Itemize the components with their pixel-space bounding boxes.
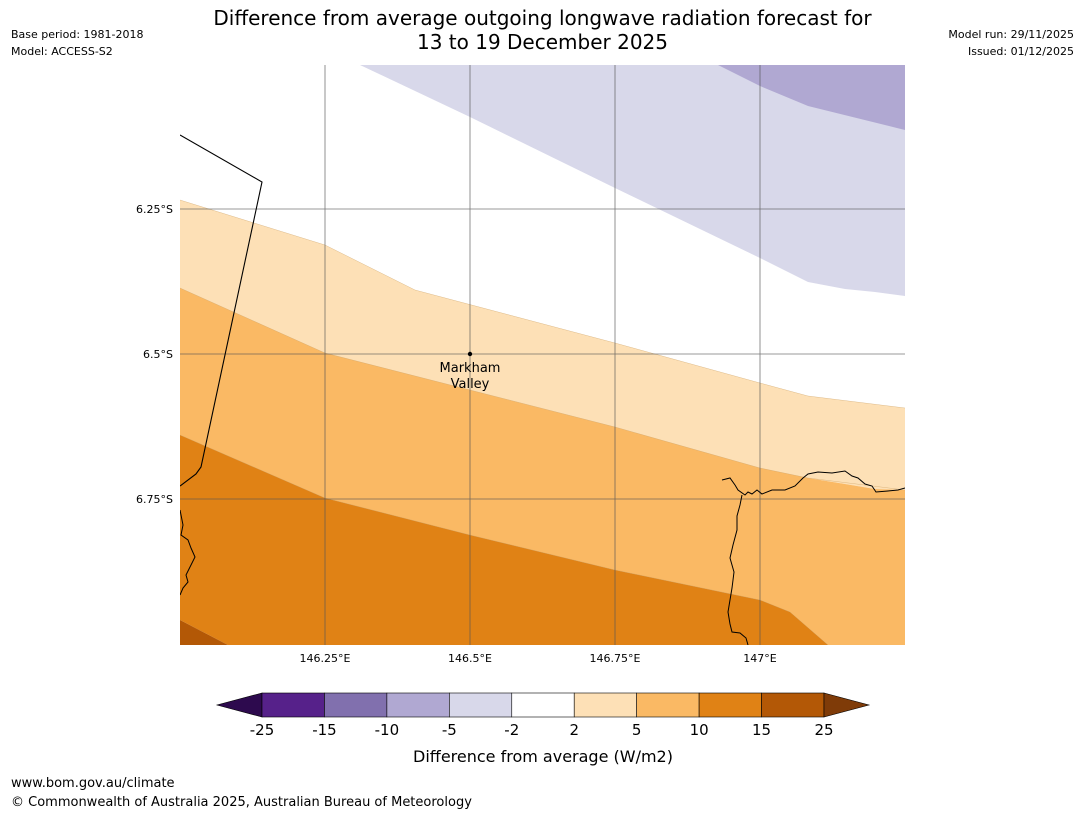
band-2-5 bbox=[180, 200, 905, 490]
river-line bbox=[727, 494, 749, 645]
band-5-10 bbox=[180, 288, 905, 645]
colorbar-ticks: -25 -15 -10 -5 -2 2 5 10 15 25 bbox=[250, 721, 834, 739]
footer-copyright: © Commonwealth of Australia 2025, Austra… bbox=[11, 795, 472, 810]
colorbar-tick-label: -15 bbox=[312, 721, 337, 739]
chart-title: Difference from average outgoing longwav… bbox=[0, 6, 1085, 54]
issued-date: Issued: 01/12/2025 bbox=[967, 45, 1074, 58]
place-name-line1: Markham bbox=[440, 361, 501, 376]
lon-label: 146.25°E bbox=[300, 652, 351, 665]
meta-left: Base period: 1981-2018 Model: ACCESS-S2 bbox=[11, 26, 143, 60]
colorbar-tick-label: -25 bbox=[250, 721, 275, 739]
band-minus2-minus5 bbox=[360, 65, 905, 296]
colorbar-extend-low bbox=[215, 692, 263, 718]
title-line-1: Difference from average outgoing longwav… bbox=[213, 6, 872, 30]
colorbar-segment bbox=[636, 692, 700, 718]
colorbar-tick-label: 15 bbox=[752, 721, 771, 739]
colorbar-tick-label: -2 bbox=[504, 721, 519, 739]
colorbar-extend-high bbox=[823, 692, 871, 718]
lon-label: 147°E bbox=[743, 652, 776, 665]
colorbar-title: Difference from average (W/m2) bbox=[413, 747, 673, 766]
colorbar-segment bbox=[573, 692, 637, 718]
colorbar-tick-label: 10 bbox=[690, 721, 709, 739]
colorbar-segment bbox=[449, 692, 513, 718]
lat-label: 6.75°S bbox=[136, 493, 173, 506]
colorbar-segment bbox=[386, 692, 450, 718]
colorbar bbox=[215, 692, 871, 718]
colorbar-segment bbox=[698, 692, 762, 718]
lon-label: 146.75°E bbox=[590, 652, 641, 665]
model-name: Model: ACCESS-S2 bbox=[11, 45, 113, 58]
band-minus5-minus10 bbox=[718, 65, 905, 130]
lat-label: 6.5°S bbox=[143, 348, 173, 361]
province-boundary bbox=[180, 134, 263, 487]
colorbar-tick-label: 25 bbox=[814, 721, 833, 739]
coastline-left bbox=[180, 509, 196, 596]
location-marker bbox=[467, 351, 473, 357]
colorbar-tick-label: 2 bbox=[569, 721, 579, 739]
colorbar-tick-label: -5 bbox=[442, 721, 457, 739]
footer-url: www.bom.gov.au/climate bbox=[11, 776, 175, 791]
model-run: Model run: 29/11/2025 bbox=[948, 28, 1074, 41]
meta-right: Model run: 29/11/2025 Issued: 01/12/2025 bbox=[948, 26, 1074, 60]
colorbar-segment bbox=[761, 692, 825, 718]
lon-label: 146.5°E bbox=[448, 652, 492, 665]
band-10-15 bbox=[180, 435, 828, 645]
colorbar-tick-label: -10 bbox=[375, 721, 400, 739]
band-15-25 bbox=[180, 620, 228, 645]
colorbar-segment bbox=[324, 692, 388, 718]
coastline-right bbox=[721, 470, 905, 496]
title-line-2: 13 to 19 December 2025 bbox=[416, 30, 668, 54]
lat-label: 6.25°S bbox=[136, 203, 173, 216]
colorbar-segment bbox=[261, 692, 325, 718]
colorbar-tick-label: 5 bbox=[632, 721, 642, 739]
map-plot-area bbox=[180, 65, 905, 645]
base-period: Base period: 1981-2018 bbox=[11, 28, 144, 41]
colorbar-segment bbox=[511, 692, 575, 718]
place-name-line2: Valley bbox=[451, 377, 490, 392]
